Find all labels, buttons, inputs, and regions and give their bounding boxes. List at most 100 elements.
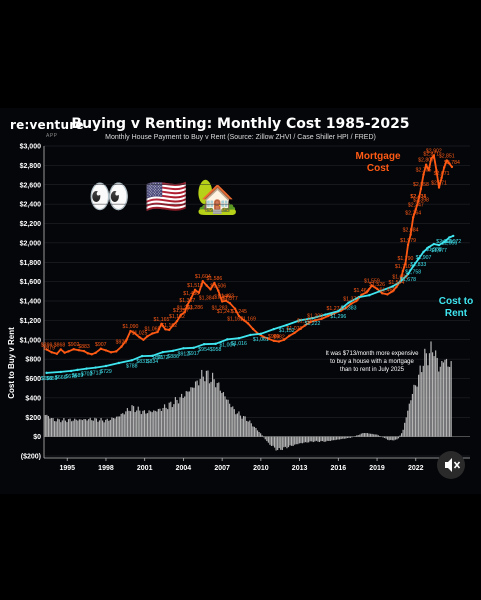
- data-point: [432, 242, 436, 246]
- difference-bar: [258, 431, 260, 437]
- difference-bar: [53, 421, 56, 437]
- us-flag-emoji: 🇺🇸: [145, 177, 188, 217]
- mortgage-value-label: $2,705: [416, 168, 432, 174]
- mortgage-value-label: $2,347: [408, 202, 424, 208]
- data-point: [182, 347, 185, 350]
- difference-bar: [100, 417, 102, 437]
- rent-value-label: $689: [72, 373, 84, 379]
- difference-bar: [230, 407, 232, 437]
- y-tick-label: $600: [25, 376, 41, 383]
- data-point: [183, 311, 186, 314]
- difference-bar: [132, 406, 135, 437]
- mortgage-value-label: $1,200: [307, 313, 323, 319]
- difference-bar: [69, 418, 71, 437]
- difference-bar: [435, 350, 437, 437]
- data-point: [437, 243, 441, 247]
- difference-bar: [239, 415, 242, 437]
- data-point: [412, 216, 415, 219]
- difference-bar: [328, 436, 330, 441]
- mortgage-value-label: $1,468: [379, 287, 395, 293]
- data-point: [104, 349, 108, 352]
- difference-bar: [174, 397, 177, 437]
- data-point: [168, 328, 171, 332]
- data-point: [419, 187, 423, 191]
- difference-bar: [393, 436, 395, 441]
- mortgage-value-label: $1,247: [217, 309, 233, 315]
- data-point: [326, 314, 330, 318]
- rent-value-label: $871: [152, 355, 164, 361]
- difference-bar: [247, 421, 249, 437]
- difference-bar: [75, 419, 77, 437]
- difference-bar: [449, 366, 451, 437]
- data-point: [404, 262, 407, 265]
- data-point: [277, 340, 281, 343]
- data-point: [311, 317, 314, 320]
- difference-bar: [207, 370, 209, 437]
- data-point: [161, 350, 164, 354]
- difference-bar: [122, 413, 124, 437]
- data-point: [424, 163, 428, 166]
- difference-bar: [167, 409, 169, 437]
- chart-svg: ($200) $0 $200 $400 $600 $800 $1,000 $1,200 $1,4…: [7, 144, 473, 473]
- difference-bar: [102, 420, 104, 437]
- difference-bar: [374, 434, 376, 437]
- data-point: [202, 343, 206, 346]
- y-tick-label: $1,000: [20, 337, 42, 344]
- difference-bar: [244, 416, 246, 437]
- difference-bar: [407, 410, 409, 437]
- rent-value-label: $1,907: [416, 255, 432, 261]
- rent-value-label: $1,016: [231, 341, 247, 347]
- difference-bar: [411, 393, 414, 437]
- mortgage-value-label: $2,571: [431, 181, 447, 187]
- y-axis-label: Cost to Buy v Rent: [7, 327, 16, 399]
- eyes-emoji: 👀: [88, 177, 131, 217]
- difference-bar: [52, 418, 54, 437]
- difference-bar: [109, 419, 111, 437]
- y-tick-label: $2,000: [20, 240, 42, 247]
- y-tick-label: $3,000: [20, 144, 42, 151]
- mortgage-value-label: $1,519: [187, 283, 203, 289]
- data-point: [228, 302, 232, 305]
- difference-bar: [91, 420, 93, 437]
- difference-bar: [416, 386, 418, 437]
- difference-bar: [320, 436, 322, 442]
- difference-bar: [156, 411, 158, 437]
- data-point: [193, 288, 197, 292]
- difference-bar: [66, 422, 68, 437]
- difference-bar: [201, 369, 203, 437]
- data-point: [140, 354, 144, 358]
- data-point: [282, 338, 286, 341]
- difference-bar: [267, 436, 269, 443]
- difference-bar: [111, 417, 113, 437]
- mortgage-value-label: $1,274: [327, 306, 343, 312]
- mortgage-value-label: $1,070: [286, 326, 302, 332]
- y-tick-label: $2,400: [20, 202, 42, 209]
- difference-bar: [253, 426, 256, 437]
- difference-bar: [134, 412, 136, 437]
- difference-bar: [331, 436, 333, 441]
- data-point: [452, 234, 455, 238]
- mortgage-value-label: $2,851: [439, 153, 455, 159]
- difference-bar: [383, 436, 386, 438]
- difference-bar: [94, 417, 96, 437]
- difference-bar: [105, 419, 107, 437]
- mute-button[interactable]: [437, 451, 465, 479]
- data-point: [448, 162, 451, 165]
- difference-bar: [339, 436, 341, 440]
- rent-value-label: $834: [147, 359, 159, 365]
- data-point: [262, 335, 265, 339]
- rent-value-label: $872: [157, 355, 169, 361]
- rent-value-label: $954: [198, 347, 210, 353]
- data-point: [298, 319, 301, 322]
- data-point: [432, 154, 436, 157]
- data-point: [406, 272, 410, 276]
- difference-bar: [176, 399, 178, 437]
- data-point: [59, 370, 62, 374]
- data-point: [445, 159, 448, 162]
- difference-bar: [224, 396, 226, 437]
- difference-bar: [163, 404, 166, 437]
- data-point: [414, 208, 417, 211]
- mortgage-value-label: $2,807: [418, 158, 434, 164]
- difference-bar: [241, 418, 243, 437]
- difference-bar: [450, 361, 452, 437]
